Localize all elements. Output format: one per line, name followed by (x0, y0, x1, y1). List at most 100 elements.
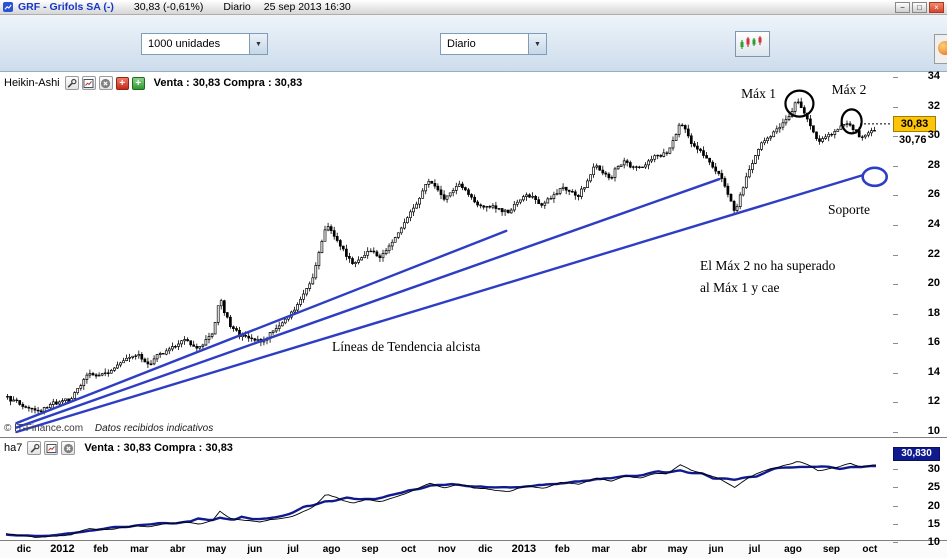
axis-tick (893, 284, 898, 286)
chevron-down-icon: ▼ (528, 34, 546, 54)
axis-tick (893, 402, 898, 404)
annotation-max1[interactable]: Máx 1 (741, 86, 776, 101)
title-bar[interactable]: GRF - Grifols SA (-) 30,83 (-0,61%) Diar… (0, 0, 947, 15)
window-icon[interactable] (81, 76, 96, 90)
price-axis-label: 22 (927, 247, 940, 260)
time-axis-label: may (206, 544, 227, 555)
axis-tick (893, 313, 898, 315)
axis-tick (893, 195, 898, 197)
wrench-icon[interactable] (64, 76, 79, 90)
chart-style-button[interactable] (735, 31, 770, 57)
time-axis-label: 2013 (511, 543, 537, 555)
price-axis-label: 24 (927, 217, 940, 230)
time-axis-label: dic (16, 544, 32, 555)
last-price-badge: 30,83 (893, 115, 936, 132)
close-button[interactable]: × (929, 1, 944, 13)
axis-tick (893, 523, 898, 525)
buy-order-icon[interactable]: + (131, 76, 145, 90)
close-chart-icon[interactable] (61, 441, 76, 455)
indicator-chart-canvas[interactable] (0, 438, 893, 540)
window-icon[interactable] (44, 441, 59, 455)
timeframe-label: Diario (223, 1, 251, 13)
indicator-header: ha7 Venta : 30,83 Compra : 30,83 (4, 441, 233, 455)
annotation-note[interactable]: El Máx 2 no ha superado al Máx 1 y cae (700, 255, 835, 299)
indicator-bid-ask-label: Venta : 30,83 Compra : 30,83 (84, 442, 233, 454)
time-axis-label: dic (478, 544, 493, 555)
time-axis-label: feb (554, 544, 570, 555)
price-axis-label: 20 (927, 277, 940, 290)
axis-tick (893, 106, 898, 108)
time-axis-label: ago (322, 544, 341, 555)
maximize-button[interactable]: □ (912, 1, 927, 13)
price-axis-label: 34 (927, 70, 940, 82)
last-quote-label: 30,83 (-0,61%) (133, 1, 204, 13)
price-axis-label: 28 (927, 158, 940, 171)
bid-ask-label: Venta : 30,83 Compra : 30,83 (153, 77, 303, 89)
axis-tick (893, 224, 898, 226)
time-axis-label: jun (247, 544, 263, 555)
axis-tick (893, 469, 898, 470)
axis-tick (893, 372, 898, 374)
indicator-axis-label: 20 (927, 499, 940, 512)
time-axis-label: jul (287, 544, 299, 555)
period-dropdown[interactable]: Diario ▼ (440, 33, 547, 55)
annotation-soporte[interactable]: Soporte (828, 202, 870, 217)
side-panel-toggle[interactable] (934, 34, 947, 64)
units-dropdown[interactable]: 1000 unidades ▼ (141, 33, 268, 55)
indicator-axis[interactable]: 30,830 30 25 20 15 10 (893, 438, 947, 548)
symbol-title: GRF - Grifols SA (-) (18, 1, 114, 13)
price-axis-label: 12 (927, 395, 940, 408)
time-axis-label: 2012 (50, 543, 75, 555)
time-axis[interactable]: dic 2012 feb mar abr may jun jul ago sep oct nov dic… (0, 540, 947, 558)
candles-icon (740, 36, 761, 49)
window-buttons: − □ × (895, 1, 944, 13)
time-axis-label: nov (438, 544, 456, 555)
price-axis-label: 26 (927, 188, 940, 201)
time-axis-label: oct (401, 544, 416, 555)
axis-tick (893, 487, 898, 489)
disclaimer-text: Datos recibidos indicativos (94, 423, 214, 434)
time-axis-label: oct (862, 544, 878, 555)
sell-order-icon[interactable]: + (115, 76, 129, 90)
indicator-value-badge: 30,830 (893, 447, 940, 461)
indicator-name-label: ha7 (4, 442, 23, 454)
axis-tick (893, 542, 898, 543)
time-axis-label: sep (822, 544, 841, 555)
side-panel-icon (938, 41, 947, 55)
time-axis-label: mar (591, 544, 610, 555)
annotation-trend-label[interactable]: Líneas de Tendencia alcista (332, 339, 481, 354)
wrench-icon[interactable] (27, 441, 42, 455)
close-chart-icon[interactable] (98, 76, 113, 90)
minimize-button[interactable]: − (895, 1, 910, 13)
price-chart-canvas[interactable] (0, 72, 893, 437)
time-axis-label: may (667, 544, 688, 555)
main-chart-region: Heikin-Ashi + + Venta : 30,83 Compra : 3… (0, 70, 947, 437)
price-axis-label: 18 (927, 306, 940, 319)
price-axis-label: 16 (927, 336, 940, 349)
time-axis-label: ago (784, 544, 802, 555)
bid-price-label: 30,76 (899, 133, 927, 146)
indicator-axis-label: 25 (927, 481, 940, 494)
price-axis[interactable]: 30,83 30,76 34 32 30 28 26 24 22 20 18 16 14 12 10 (893, 70, 947, 437)
main-chart-header: Heikin-Ashi + + Venta : 30,83 Compra : 3… (4, 76, 302, 90)
time-axis-label: jun (708, 544, 724, 555)
time-axis-label: sep (361, 544, 379, 555)
datetime-label: 25 sep 2013 16:30 (263, 1, 351, 13)
chart-style-label: Heikin-Ashi (4, 77, 60, 89)
indicator-axis-label: 10 (927, 536, 940, 548)
chevron-down-icon: ▼ (249, 34, 267, 54)
axis-tick (893, 254, 898, 256)
period-dropdown-value: Diario (447, 38, 476, 50)
indicator-axis-label: 30 (927, 463, 940, 475)
indicator-panel: ha7 Venta : 30,83 Compra : 30,83 30,830 … (0, 437, 947, 548)
time-axis-label: abr (170, 544, 186, 555)
axis-tick (893, 165, 898, 167)
time-axis-label: feb (93, 544, 109, 555)
price-axis-label: 32 (927, 99, 940, 112)
annotation-note-line2: al Máx 1 y cae (700, 280, 780, 295)
time-axis-label: jul (748, 544, 761, 555)
price-axis-label: 30 (927, 129, 940, 142)
price-axis-label: 10 (927, 425, 940, 437)
annotation-max2[interactable]: Máx 2 (831, 82, 867, 97)
